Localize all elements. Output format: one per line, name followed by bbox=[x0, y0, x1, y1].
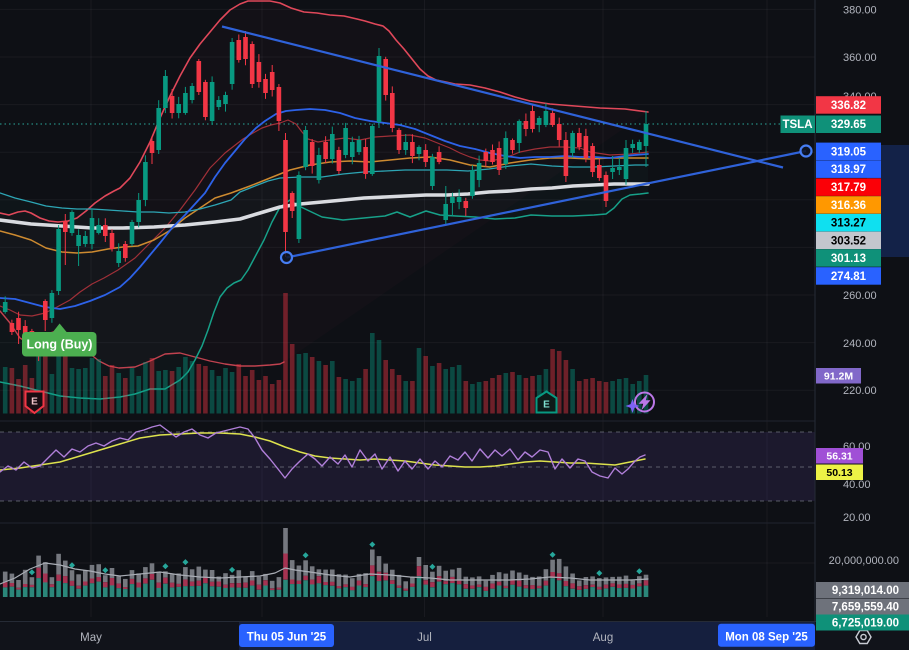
svg-text:380.00: 380.00 bbox=[843, 4, 877, 16]
svg-text:40.00: 40.00 bbox=[843, 479, 871, 491]
svg-text:91.2M: 91.2M bbox=[824, 371, 853, 383]
svg-text:336.82: 336.82 bbox=[831, 100, 866, 112]
svg-text:318.97: 318.97 bbox=[831, 164, 866, 176]
svg-text:20.00: 20.00 bbox=[843, 512, 871, 524]
svg-text:274.81: 274.81 bbox=[831, 271, 867, 283]
svg-text:301.13: 301.13 bbox=[831, 253, 866, 265]
svg-text:260.00: 260.00 bbox=[843, 290, 877, 302]
svg-text:Mon 08 Sep '25: Mon 08 Sep '25 bbox=[725, 632, 808, 644]
svg-text:6,725,019.00: 6,725,019.00 bbox=[832, 618, 899, 630]
svg-text:220.00: 220.00 bbox=[843, 385, 877, 397]
svg-text:329.65: 329.65 bbox=[831, 119, 867, 131]
svg-text:E: E bbox=[31, 397, 38, 408]
svg-text:50.13: 50.13 bbox=[826, 467, 852, 479]
svg-text:313.27: 313.27 bbox=[831, 218, 866, 230]
svg-text:316.36: 316.36 bbox=[831, 200, 866, 212]
svg-text:7,659,559.40: 7,659,559.40 bbox=[832, 602, 899, 614]
svg-text:Jul: Jul bbox=[417, 632, 432, 644]
svg-text:360.00: 360.00 bbox=[843, 52, 877, 64]
svg-text:E: E bbox=[543, 400, 550, 411]
svg-text:240.00: 240.00 bbox=[843, 338, 877, 350]
svg-text:303.52: 303.52 bbox=[831, 235, 866, 247]
svg-text:319.05: 319.05 bbox=[831, 146, 867, 158]
svg-text:May: May bbox=[80, 632, 102, 644]
svg-text:317.79: 317.79 bbox=[831, 182, 866, 194]
svg-text:Aug: Aug bbox=[593, 632, 613, 644]
svg-text:9,319,014.00: 9,319,014.00 bbox=[832, 585, 899, 597]
svg-text:Thu 05 Jun '25: Thu 05 Jun '25 bbox=[247, 632, 327, 644]
svg-text:56.31: 56.31 bbox=[826, 451, 852, 463]
svg-text:20,000,000.00: 20,000,000.00 bbox=[829, 555, 899, 567]
svg-text:Long (Buy): Long (Buy) bbox=[27, 338, 93, 352]
svg-text:TSLA: TSLA bbox=[782, 119, 812, 131]
